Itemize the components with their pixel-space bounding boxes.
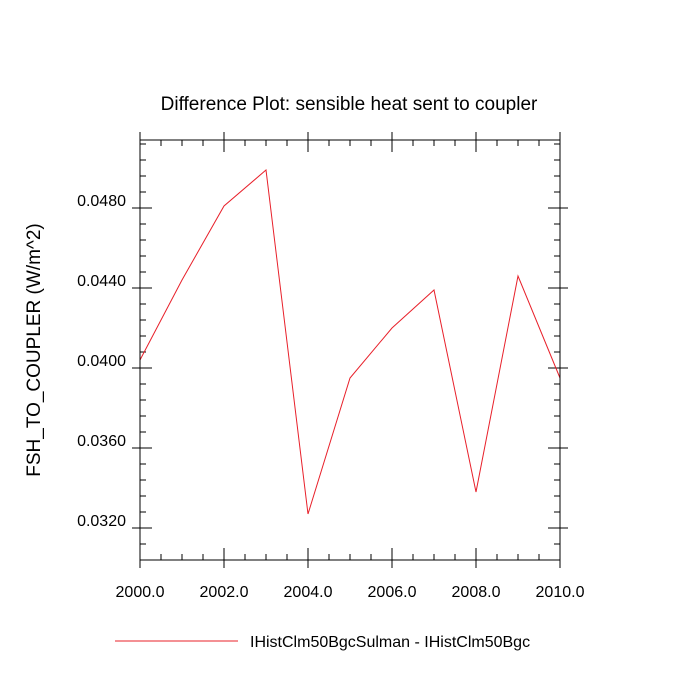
- legend-label: IHistClm50BgcSulman - IHistClm50Bgc: [250, 634, 530, 651]
- legend: IHistClm50BgcSulman - IHistClm50Bgc: [115, 634, 530, 651]
- axis-ticks: [132, 132, 568, 568]
- y-tick-label: 0.0440: [77, 273, 126, 290]
- plot-frame: [139, 139, 561, 561]
- y-tick-label: 0.0480: [77, 193, 126, 210]
- chart-title: Difference Plot: sensible heat sent to c…: [161, 94, 538, 115]
- y-tick-label: 0.0400: [77, 353, 126, 370]
- x-tick-label: 2004.0: [284, 584, 333, 601]
- x-tick-label: 2006.0: [368, 584, 417, 601]
- y-tick-label: 0.0320: [77, 513, 126, 530]
- x-tick-label: 2008.0: [452, 584, 501, 601]
- x-tick-label: 2002.0: [200, 584, 249, 601]
- series-lines: [139, 169, 561, 515]
- x-tick-label: 2010.0: [536, 584, 585, 601]
- x-tick-label: 2000.0: [116, 584, 165, 601]
- series-line: [139, 169, 561, 515]
- y-axis-label: FSH_TO_COUPLER (W/m^2): [24, 223, 45, 477]
- y-tick-labels: 0.0320 0.0360 0.0400 0.0440 0.0480: [77, 193, 126, 530]
- x-tick-labels: 2000.0 2002.0 2004.0 2006.0 2008.0 2010.0: [116, 584, 585, 601]
- y-tick-label: 0.0360: [77, 433, 126, 450]
